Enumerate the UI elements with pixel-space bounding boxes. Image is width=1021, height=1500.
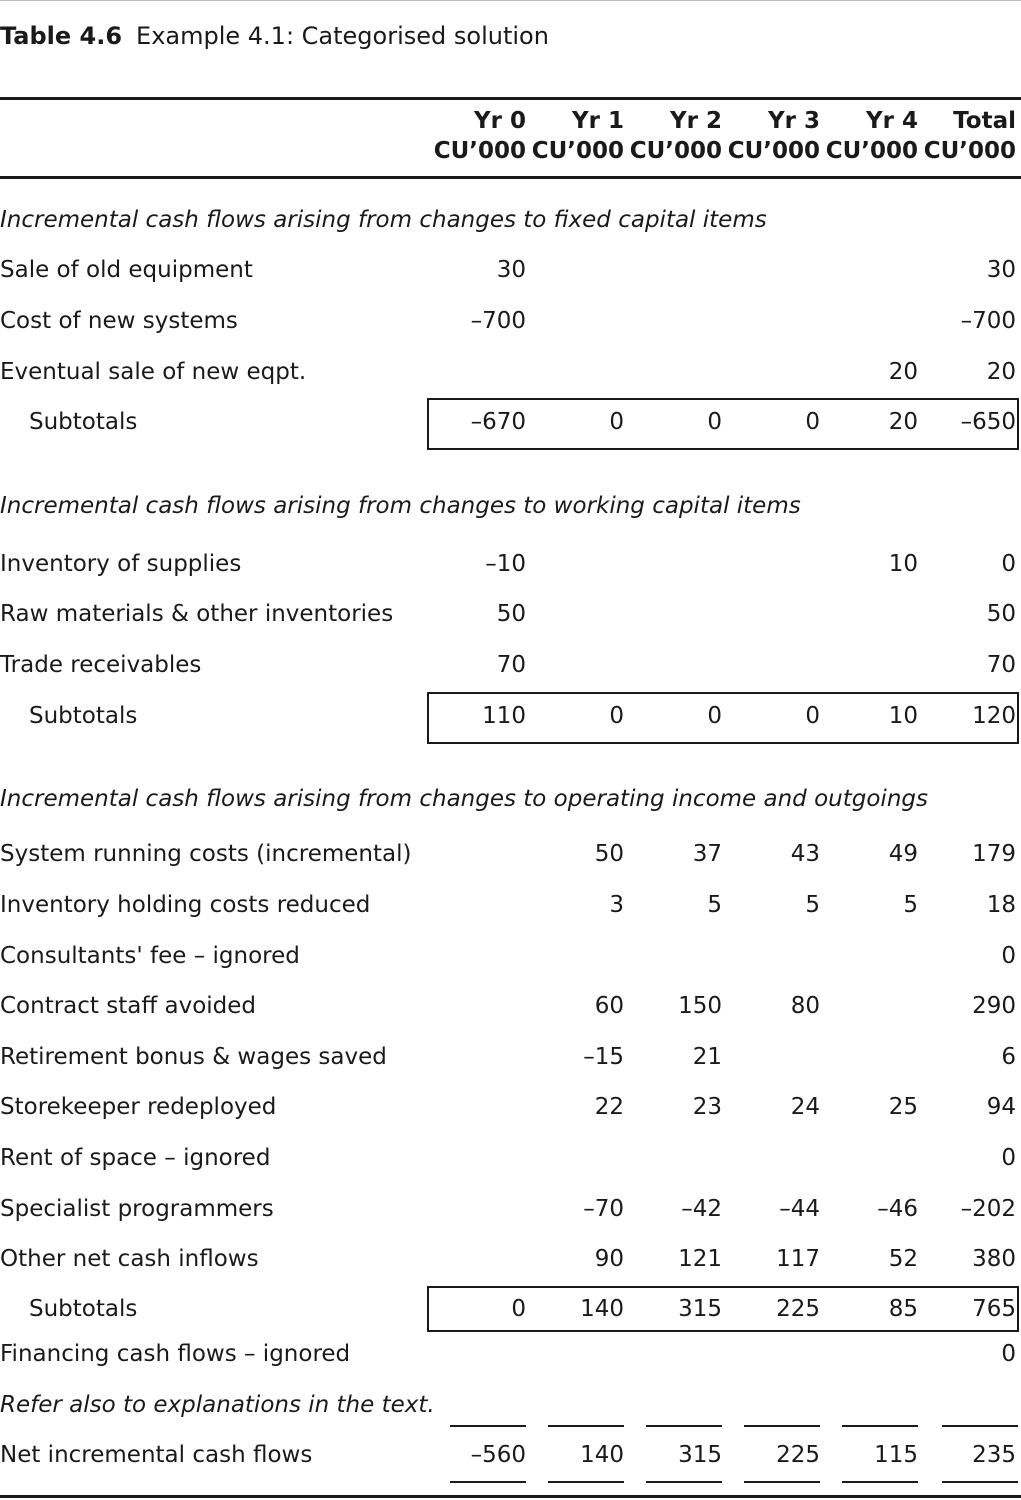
table-row: Storekeeper redeployed 22 23 24 25 94	[0, 1094, 1016, 1120]
col-head-yr2: Yr 2 CU’000	[629, 108, 722, 164]
net-bottom-underline	[842, 1481, 918, 1483]
table-row: Specialist programmers –70 –42 –44 –46 –202	[0, 1196, 1016, 1222]
table-caption: Table 4.6 Example 4.1: Categorised soluti…	[0, 22, 549, 50]
table-row: System running costs (incremental) 50 37 4…	[0, 841, 1016, 867]
table-row: Contract staff avoided 60 150 80 290	[0, 993, 1016, 1019]
section-heading-operating: Incremental cash flows arising from chan…	[0, 786, 928, 812]
net-top-underline	[450, 1425, 526, 1427]
col-head-yr4: Yr 4 CU’000	[825, 108, 918, 164]
table-bottom-rule	[0, 1495, 1021, 1498]
col-head-yr0: Yr 0 CU’000	[433, 108, 526, 164]
net-total-row: Net incremental cash flows –560 140 315 225…	[0, 1442, 1016, 1468]
table-row: Inventory holding costs reduced 3 5 5 5 18	[0, 892, 1016, 918]
top-border	[0, 0, 1021, 1]
table-row: Trade receivables 70 70	[0, 652, 1016, 678]
section-heading-working-capital: Incremental cash flows arising from chan…	[0, 493, 801, 519]
subtotal-row: Subtotals 0 140 315 225 85 765	[29, 1296, 1016, 1322]
financing-row: Financing cash flows – ignored 0	[0, 1341, 1016, 1367]
header-top-rule	[0, 97, 1021, 100]
net-bottom-underline	[646, 1481, 722, 1483]
subtotal-row: Subtotals –670 0 0 0 20 –650	[29, 409, 1016, 435]
table-row: Inventory of supplies –10 10 0	[0, 551, 1016, 577]
table-row: Consultants' fee – ignored 0	[0, 943, 1016, 969]
section-heading-fixed-capital: Incremental cash flows arising from chan…	[0, 207, 767, 233]
net-top-underline	[842, 1425, 918, 1427]
net-top-underline	[744, 1425, 820, 1427]
net-bottom-underline	[942, 1481, 1018, 1483]
col-head-yr1: Yr 1 CU’000	[531, 108, 624, 164]
subtotal-box	[427, 692, 1019, 744]
note-row: Refer also to explanations in the text.	[0, 1387, 1021, 1423]
subtotal-box	[427, 1286, 1019, 1332]
note-text: Refer also to explanations in the text.	[0, 1392, 435, 1418]
table-row: Retirement bonus & wages saved –15 21 6	[0, 1044, 1016, 1070]
table-row: Cost of new systems –700 –700	[0, 308, 1016, 334]
table-row: Other net cash inflows 90 121 117 52 380	[0, 1246, 1016, 1272]
table-row: Rent of space – ignored 0	[0, 1145, 1016, 1171]
net-top-underline	[548, 1425, 624, 1427]
table-row: Raw materials & other inventories 50 50	[0, 601, 1016, 627]
col-head-yr3: Yr 3 CU’000	[727, 108, 820, 164]
net-bottom-underline	[744, 1481, 820, 1483]
table-number: Table 4.6	[0, 22, 123, 50]
net-bottom-underline	[450, 1481, 526, 1483]
col-head-total: Total CU’000	[923, 108, 1016, 164]
table-row: Sale of old equipment 30 30	[0, 257, 1016, 283]
net-top-underline	[646, 1425, 722, 1427]
table-row: Eventual sale of new eqpt. 20 20	[0, 359, 1016, 385]
net-bottom-underline	[548, 1481, 624, 1483]
header-bottom-rule	[0, 176, 1021, 179]
subtotal-row: Subtotals 110 0 0 0 10 120	[29, 703, 1016, 729]
subtotal-box	[427, 398, 1019, 450]
table-title: Example 4.1: Categorised solution	[136, 22, 549, 50]
net-top-underline	[942, 1425, 1018, 1427]
